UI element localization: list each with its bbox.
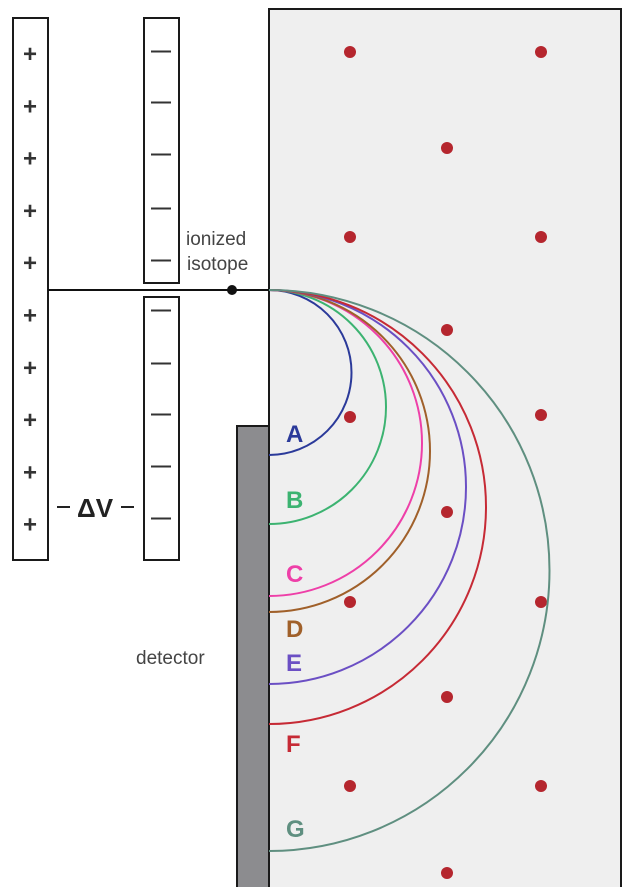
trajectory-e [268,289,467,685]
magnetic-field-region [268,8,622,887]
plus-sign: + [23,512,37,539]
plus-sign: + [23,250,37,277]
minus-sign: — [151,249,171,271]
minus-sign: — [151,352,171,374]
plus-sign: + [23,146,37,173]
trajectory-label-c: C [286,561,303,588]
field-dot [344,46,356,58]
field-dot [535,596,547,608]
minus-sign: — [151,507,171,529]
trajectory-label-d: D [286,616,303,643]
field-dot [535,46,547,58]
minus-sign: — [151,143,171,165]
negative-plate-lower [143,296,180,561]
trajectory-f [268,289,487,725]
plus-sign: + [23,355,37,382]
negative-signs: — — — — — — — — — — [151,40,171,529]
trajectory-b [268,289,387,525]
field-dot [441,691,453,703]
detector-label: detector [136,648,205,669]
ionized-isotope-label-line2: isotope [187,254,248,275]
trajectories [268,289,551,852]
plus-sign: + [23,41,37,68]
minus-sign: — [151,197,171,219]
field-dot [441,324,453,336]
detector-bar [236,425,270,887]
plus-sign: + [23,407,37,434]
delta-v-label: ΔV [77,493,114,523]
trajectory-label-f: F [286,731,301,758]
field-dot [535,409,547,421]
plus-sign: + [23,303,37,330]
minus-sign: — [151,91,171,113]
ionized-isotope-label-line1: ionized [186,229,246,250]
field-dot [344,780,356,792]
field-dot [441,506,453,518]
trajectory-labels: A B C DE F G [286,421,305,843]
field-dot [344,411,356,423]
trajectory-d [268,289,431,613]
field-dot [441,867,453,879]
field-dot [535,231,547,243]
field-dots [344,46,547,879]
field-dot [344,231,356,243]
trajectory-label-b: B [286,487,303,514]
minus-sign: — [151,403,171,425]
plus-sign: + [23,459,37,486]
ionized-isotope-dot [227,285,237,295]
positive-signs: + + + + + + + + + + [23,41,37,539]
plus-sign: + [23,93,37,120]
plus-sign: + [23,198,37,225]
trajectory-label-g: G [286,816,305,843]
field-dot [535,780,547,792]
minus-sign: — [151,455,171,477]
field-dot [441,142,453,154]
trajectory-label-e: E [286,650,302,677]
positive-plate [12,17,49,561]
field-dot [344,596,356,608]
trajectory-label-a: A [286,421,303,448]
trajectory-a [268,289,353,456]
minus-sign: — [151,40,171,62]
negative-plate-upper [143,17,180,284]
trajectory-g [268,289,551,852]
minus-sign: — [151,299,171,321]
